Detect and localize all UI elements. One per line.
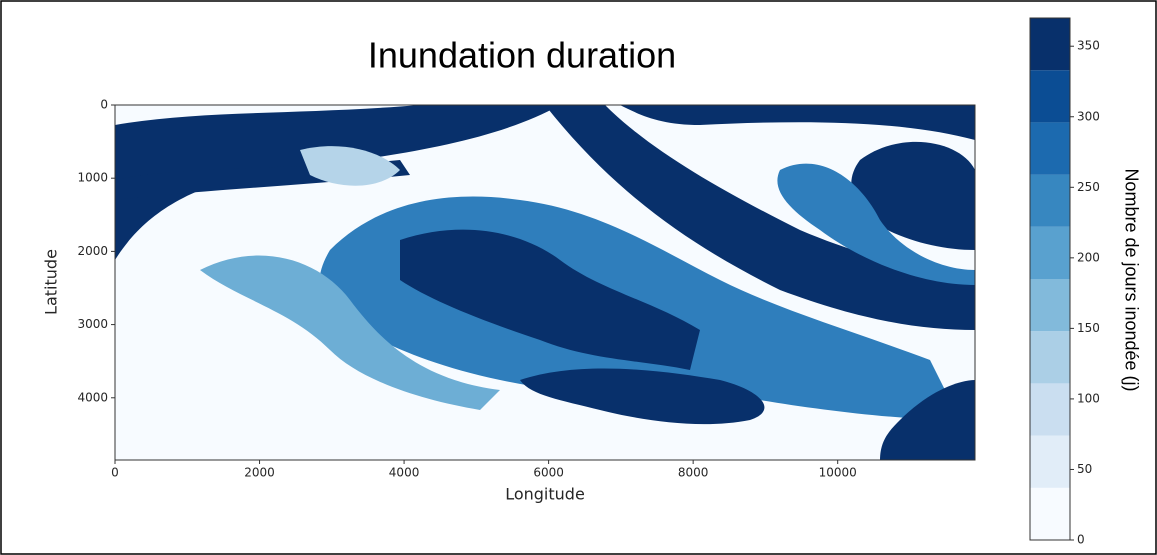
- chart-title: Inundation duration: [368, 35, 676, 76]
- colorbar-band: [1030, 487, 1070, 540]
- x-tick-label: 6000: [533, 466, 564, 480]
- map-shape: [115, 105, 560, 260]
- colorbar-band: [1030, 122, 1070, 175]
- y-axis-label: Latitude: [42, 249, 61, 315]
- map-shape: [300, 146, 400, 186]
- colorbar-band: [1030, 70, 1070, 123]
- x-tick-label: 8000: [678, 466, 709, 480]
- y-tick-label: 2000: [77, 244, 108, 258]
- x-tick-label: 2000: [244, 466, 275, 480]
- colorbar-band: [1030, 226, 1070, 279]
- colorbar-tick-label: 100: [1077, 391, 1100, 405]
- colorbar-tick-label: 150: [1077, 321, 1100, 335]
- map-shape: [545, 105, 975, 330]
- colorbar-label: Nombre de jours inondée (j): [1121, 168, 1141, 391]
- x-tick-label: 0: [111, 466, 119, 480]
- colorbar-tick-label: 200: [1077, 250, 1100, 264]
- map: [115, 105, 975, 460]
- map-shape: [777, 163, 975, 285]
- colorbar-tick-label: 250: [1077, 180, 1100, 194]
- colorbar-tick-label: 0: [1077, 533, 1085, 547]
- colorbar-frame: [1029, 17, 1071, 541]
- x-tick-label: 4000: [389, 466, 420, 480]
- colorbar-band: [1030, 331, 1070, 384]
- colorbar-band: [1030, 279, 1070, 332]
- plot-frame: [114, 104, 976, 461]
- x-axis-label: Longitude: [505, 485, 585, 504]
- y-tick-label: 1000: [77, 171, 108, 185]
- y-tick-label: 3000: [77, 317, 108, 331]
- y-tick-label: 4000: [77, 390, 108, 404]
- y-tick-label: 0: [100, 98, 108, 112]
- map-shape: [400, 229, 700, 370]
- colorbar-band: [1030, 435, 1070, 488]
- colorbar-tick-label: 50: [1077, 462, 1092, 476]
- map-shape: [851, 141, 975, 250]
- colorbar-band: [1030, 18, 1070, 71]
- colorbar-band: [1030, 383, 1070, 436]
- map-shape: [880, 380, 975, 460]
- colorbar-tick-label: 300: [1077, 109, 1100, 123]
- map-shape: [620, 105, 975, 140]
- map-shape: [200, 255, 500, 410]
- x-tick-label: 10000: [819, 466, 857, 480]
- map-shape: [520, 368, 765, 425]
- colorbar-band: [1030, 174, 1070, 227]
- colorbar-tick-label: 350: [1077, 39, 1100, 53]
